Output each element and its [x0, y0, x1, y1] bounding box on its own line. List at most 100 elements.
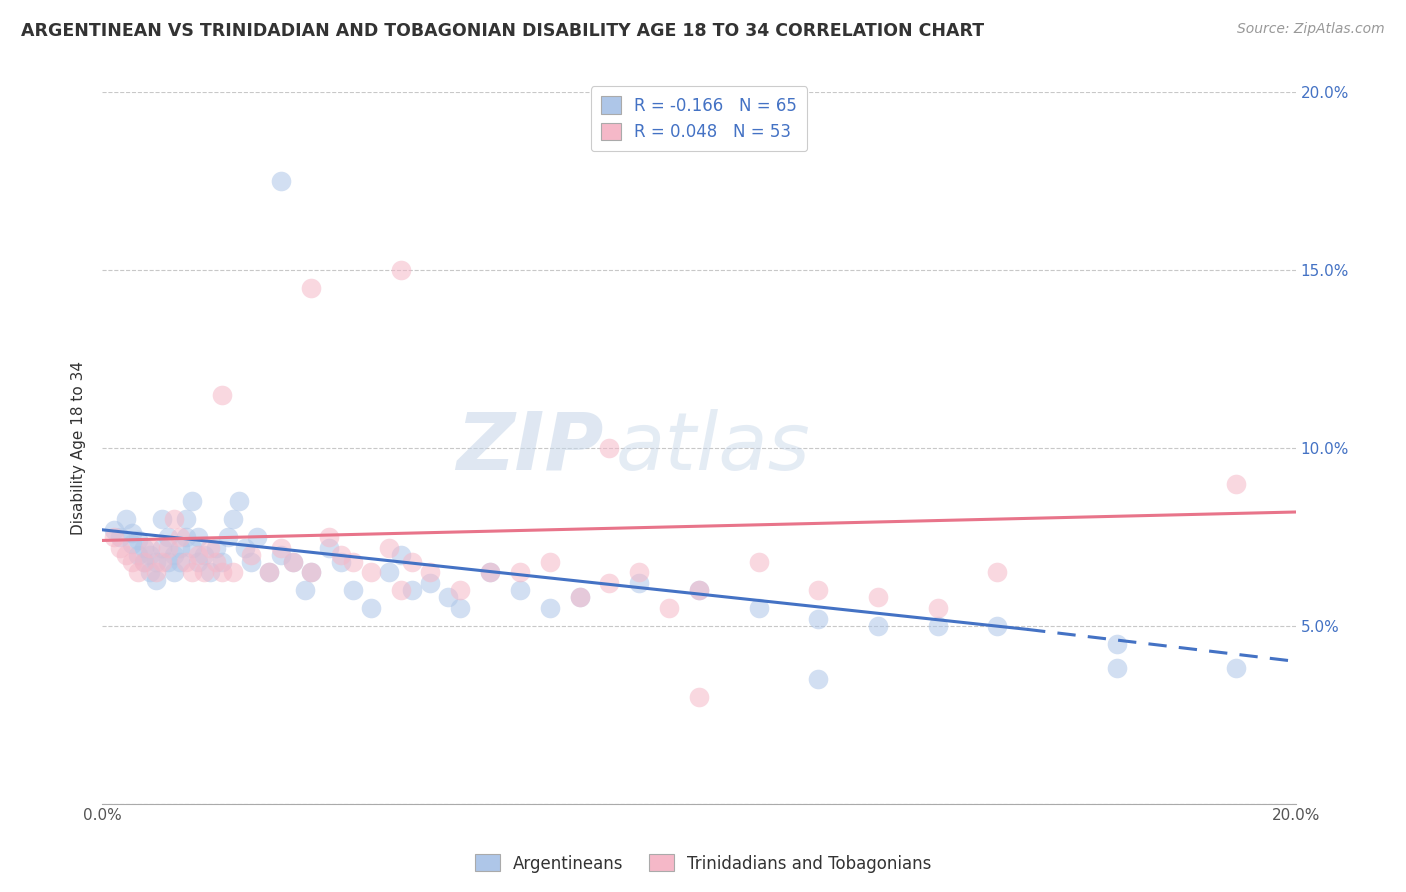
Point: [204, 541, 226, 555]
Point: [342, 555, 364, 569]
Text: ZIP: ZIP: [456, 409, 603, 487]
Text: ARGENTINEAN VS TRINIDADIAN AND TOBAGONIAN DISABILITY AGE 18 TO 34 CORRELATION CH: ARGENTINEAN VS TRINIDADIAN AND TOBAGONIA…: [21, 22, 984, 40]
Point: [449, 583, 471, 598]
Point: [927, 619, 949, 633]
Point: [658, 601, 681, 615]
Point: [389, 548, 412, 562]
Point: [299, 566, 322, 580]
Point: [198, 541, 221, 555]
Text: Source: ZipAtlas.com: Source: ZipAtlas.com: [1237, 22, 1385, 37]
Point: [748, 555, 770, 569]
Point: [156, 530, 179, 544]
Point: [377, 541, 399, 555]
Point: [193, 566, 215, 580]
Point: [204, 555, 226, 569]
Y-axis label: Disability Age 18 to 34: Disability Age 18 to 34: [72, 361, 86, 535]
Point: [174, 512, 197, 526]
Point: [509, 583, 531, 598]
Point: [479, 566, 502, 580]
Point: [156, 541, 179, 555]
Point: [139, 548, 162, 562]
Point: [419, 576, 441, 591]
Point: [103, 530, 125, 544]
Point: [115, 548, 138, 562]
Point: [509, 566, 531, 580]
Point: [132, 541, 155, 555]
Point: [986, 566, 1008, 580]
Point: [807, 672, 830, 686]
Point: [401, 555, 423, 569]
Point: [688, 690, 710, 704]
Point: [927, 601, 949, 615]
Point: [193, 548, 215, 562]
Point: [628, 566, 651, 580]
Point: [1225, 476, 1247, 491]
Point: [329, 555, 352, 569]
Point: [180, 566, 202, 580]
Point: [222, 512, 245, 526]
Point: [108, 530, 131, 544]
Point: [1105, 661, 1128, 675]
Point: [538, 555, 561, 569]
Point: [748, 601, 770, 615]
Point: [360, 601, 382, 615]
Point: [115, 512, 138, 526]
Point: [568, 591, 591, 605]
Point: [228, 494, 250, 508]
Point: [807, 583, 830, 598]
Point: [150, 512, 173, 526]
Text: atlas: atlas: [616, 409, 810, 487]
Point: [211, 555, 233, 569]
Point: [246, 530, 269, 544]
Point: [318, 530, 340, 544]
Point: [132, 555, 155, 569]
Point: [121, 526, 143, 541]
Point: [240, 548, 263, 562]
Point: [139, 541, 162, 555]
Point: [389, 263, 412, 277]
Point: [628, 576, 651, 591]
Point: [568, 591, 591, 605]
Point: [419, 566, 441, 580]
Point: [174, 530, 197, 544]
Point: [377, 566, 399, 580]
Point: [169, 530, 191, 544]
Point: [688, 583, 710, 598]
Point: [283, 555, 305, 569]
Point: [283, 555, 305, 569]
Point: [270, 548, 292, 562]
Point: [145, 566, 167, 580]
Point: [156, 555, 179, 569]
Point: [132, 555, 155, 569]
Point: [598, 441, 620, 455]
Point: [180, 494, 202, 508]
Point: [139, 566, 162, 580]
Point: [174, 555, 197, 569]
Point: [127, 566, 149, 580]
Point: [127, 533, 149, 548]
Point: [294, 583, 316, 598]
Point: [318, 541, 340, 555]
Point: [163, 548, 186, 562]
Point: [211, 566, 233, 580]
Point: [108, 541, 131, 555]
Point: [270, 174, 292, 188]
Legend: R = -0.166   N = 65, R = 0.048   N = 53: R = -0.166 N = 65, R = 0.048 N = 53: [591, 87, 807, 151]
Point: [299, 281, 322, 295]
Point: [198, 566, 221, 580]
Point: [187, 530, 209, 544]
Point: [103, 523, 125, 537]
Point: [145, 555, 167, 569]
Point: [1105, 637, 1128, 651]
Point: [211, 387, 233, 401]
Point: [169, 555, 191, 569]
Point: [121, 537, 143, 551]
Point: [240, 555, 263, 569]
Point: [222, 566, 245, 580]
Point: [360, 566, 382, 580]
Point: [217, 530, 239, 544]
Point: [235, 541, 257, 555]
Point: [187, 548, 209, 562]
Point: [437, 591, 460, 605]
Point: [479, 566, 502, 580]
